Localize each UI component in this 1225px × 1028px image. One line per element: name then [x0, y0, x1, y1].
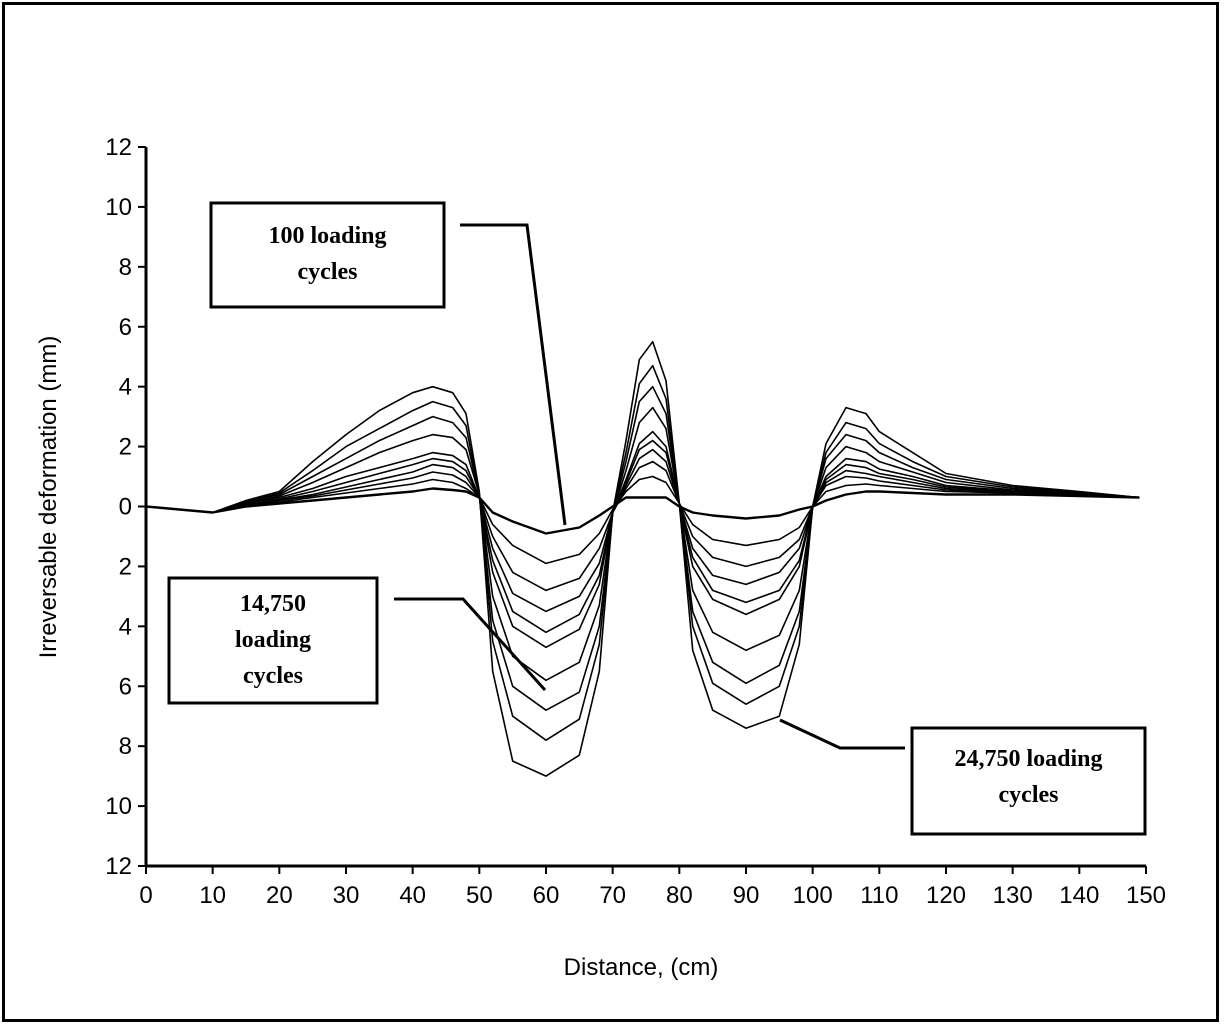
series-line-4	[145, 448, 1140, 613]
x-tick-label: 110	[860, 882, 898, 909]
y-tick-label: 6	[119, 673, 132, 700]
y-tick-label: 12	[105, 134, 132, 161]
annotation-leader-a100	[460, 223, 567, 526]
series-line-3	[145, 460, 1140, 592]
series-layer	[145, 340, 1140, 777]
series-line-9	[145, 364, 1140, 742]
annotation-leader-a14750	[394, 597, 547, 692]
x-tick-label: 20	[266, 882, 293, 909]
annotation-text-a100: cycles	[298, 259, 358, 285]
series-line-5	[145, 439, 1140, 634]
axes: 0 10 20 30 40 50 60 70 80 90 100 110 120 130 140 150121…	[105, 134, 1166, 909]
annotation-leader-a24750	[779, 718, 905, 750]
annotation-layer: 100 loading cycles 14,750 loading cycles 24,7…	[167, 201, 1147, 836]
annotation-text-a14750: loading	[235, 627, 311, 653]
series-line-2	[145, 475, 1140, 565]
y-tick-label: 6	[119, 314, 132, 341]
y-tick-label: 8	[119, 733, 132, 760]
y-tick-label: 8	[119, 254, 132, 281]
series-line-1	[145, 487, 1140, 535]
y-tick-label: 10	[105, 793, 132, 820]
series-line-10	[145, 340, 1140, 777]
annotation-box-a100	[209, 201, 446, 309]
x-tick-label: 10	[199, 882, 226, 909]
x-tick-label: 130	[993, 882, 1033, 909]
y-tick-label: 0	[119, 494, 132, 521]
x-axis-title: Distance, (cm)	[564, 954, 719, 981]
y-tick-label: 2	[119, 434, 132, 461]
series-line-6	[145, 430, 1140, 649]
x-tick-label: 30	[333, 882, 360, 909]
y-axis-title: Irreversable deformation (mm)	[35, 336, 62, 659]
annotation-text-a100: 100 loading	[268, 223, 386, 249]
x-tick-label: 0	[139, 882, 152, 909]
x-tick-label: 90	[733, 882, 760, 909]
annotation-box-a24750	[910, 726, 1147, 836]
x-tick-label: 80	[666, 882, 693, 909]
y-tick-label: 12	[105, 853, 132, 880]
annotation-text-a14750: 14,750	[240, 591, 306, 617]
x-tick-label: 150	[1126, 882, 1166, 909]
x-tick-label: 60	[533, 882, 560, 909]
x-tick-label: 120	[926, 882, 966, 909]
x-tick-label: 140	[1059, 882, 1099, 909]
y-tick-label: 10	[105, 194, 132, 221]
x-tick-label: 100	[793, 882, 833, 909]
annotation-box-a14750	[167, 576, 379, 705]
y-tick-label: 4	[119, 374, 132, 401]
y-tick-label: 4	[119, 613, 132, 640]
x-tick-label: 70	[599, 882, 626, 909]
annotation-text-a14750: cycles	[243, 663, 303, 689]
y-tick-label: 2	[119, 553, 132, 580]
x-tick-label: 50	[466, 882, 493, 909]
x-tick-label: 40	[399, 882, 426, 909]
annotation-text-a24750: 24,750 loading	[954, 746, 1102, 772]
series-line-8	[145, 385, 1140, 712]
series-line-7	[145, 406, 1140, 682]
annotation-text-a24750: cycles	[999, 782, 1059, 808]
